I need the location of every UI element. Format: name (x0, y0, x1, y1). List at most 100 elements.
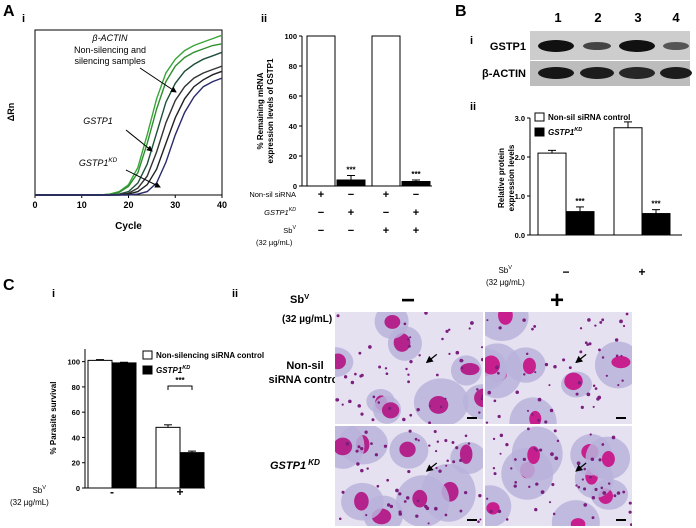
panel-letter: B (455, 3, 467, 20)
parasite (522, 457, 527, 462)
annotation: GSTP1KD (79, 157, 118, 168)
cell-nucleus (498, 312, 513, 325)
parasite (417, 439, 420, 442)
pointer-arrow (575, 353, 587, 364)
label-part: GSTP1 (83, 116, 113, 126)
parasite (589, 433, 592, 436)
parasite (356, 462, 360, 466)
parasite (592, 405, 595, 408)
condition-label-unit: (32 µg/mL) (256, 238, 293, 247)
parasite (551, 482, 555, 487)
parasite (338, 517, 342, 521)
cell-nucleus (335, 437, 353, 456)
x-tick-label: 40 (217, 200, 227, 210)
parasite (409, 413, 413, 417)
parasite (395, 488, 399, 493)
y-tick-label: 1.0 (515, 192, 525, 201)
legend-label: Non-silencing siRNA control (156, 351, 264, 360)
parasite (533, 447, 536, 450)
annotation-arrow (125, 129, 153, 152)
parasite (628, 510, 632, 514)
parasite (622, 324, 626, 328)
band (660, 67, 692, 79)
parasite (553, 429, 557, 433)
panel-sub: ii (232, 288, 238, 300)
parasite (428, 421, 432, 424)
parasite (620, 354, 623, 357)
row-label: GSTP1 KD (270, 458, 320, 472)
cell-nucleus (529, 410, 542, 424)
y-axis-label: % Parasite survival (49, 382, 58, 455)
parasite (343, 375, 348, 379)
parasite (464, 490, 468, 495)
parasite (364, 430, 368, 434)
x-tick-label: 20 (123, 200, 133, 210)
parasite (452, 460, 456, 464)
parasite (461, 359, 464, 362)
y-tick-label: 0 (76, 484, 80, 493)
parasite (384, 367, 388, 370)
parasite (544, 420, 548, 424)
row-label: GSTP1 (490, 41, 526, 53)
parasite (552, 512, 556, 516)
parasite (445, 329, 449, 333)
parasite (589, 475, 592, 479)
label-sup: V (508, 265, 512, 271)
parasite (533, 324, 537, 328)
condition-sign: + (383, 225, 389, 237)
parasite (492, 437, 496, 441)
parasite (580, 405, 584, 409)
condition-label: GSTP1KD (264, 207, 296, 217)
parasite (439, 405, 443, 409)
x-tick-label: 0 (32, 200, 37, 210)
parasite (598, 458, 602, 462)
parasite (514, 458, 517, 461)
parasite (459, 509, 463, 513)
y-tick-label: 80 (289, 62, 297, 71)
parasite (407, 344, 411, 348)
pointer-arrow (425, 462, 438, 472)
parasite (584, 341, 588, 345)
amplification-curve (35, 65, 223, 196)
y-axis-label: Relative protein (497, 148, 506, 208)
x-axis-label: SbV (32, 485, 46, 495)
cell-nucleus (474, 388, 483, 408)
label-part: β-ACTIN (91, 33, 128, 43)
amplification-curve (35, 77, 223, 196)
parasite (614, 338, 619, 342)
significance: *** (575, 197, 585, 206)
bar (179, 452, 205, 489)
significance: *** (346, 166, 356, 175)
parasite (444, 397, 447, 400)
panel-sub: ii (470, 101, 476, 113)
parasite (448, 352, 451, 355)
parasite (583, 503, 588, 507)
parasite (354, 372, 357, 376)
label-part: Sb (32, 486, 42, 495)
parasite (497, 414, 501, 419)
bar (306, 35, 336, 187)
parasite (616, 491, 621, 495)
micrograph (485, 426, 632, 526)
x-axis-label: Cycle (115, 221, 142, 232)
parasite (537, 397, 542, 402)
lane-label: 3 (634, 10, 641, 25)
parasite (478, 411, 481, 414)
parasite (436, 440, 440, 443)
parasite (527, 427, 530, 431)
cell-nucleus (412, 489, 428, 508)
parasite (587, 318, 591, 322)
y-tick-label: 2.0 (515, 153, 525, 162)
bar (336, 179, 366, 187)
parasite (448, 328, 451, 331)
parasite (602, 491, 607, 495)
cell-nucleus (460, 362, 480, 376)
parasite (548, 384, 551, 387)
cell-nucleus (564, 372, 583, 391)
annotation: GSTP1 (83, 116, 113, 126)
band (538, 67, 574, 79)
parasite (513, 484, 517, 488)
legend-swatch (142, 350, 153, 360)
parasite (441, 337, 444, 341)
significance-bracket (167, 385, 193, 390)
